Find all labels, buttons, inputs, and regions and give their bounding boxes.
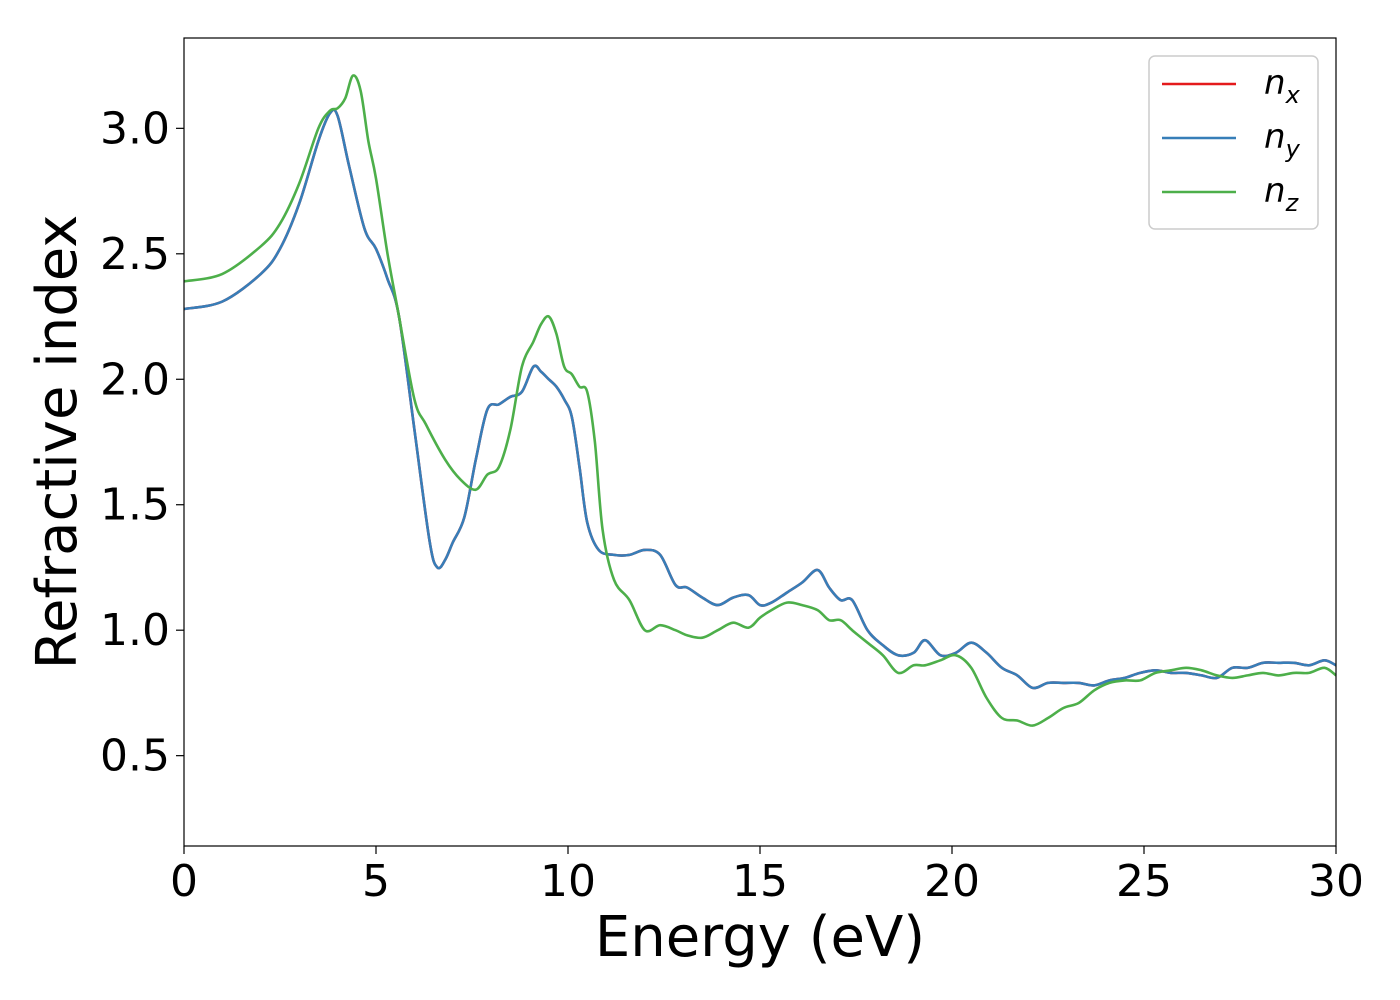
legend-label-subscript: x [1285, 81, 1301, 109]
x-tick-label: 20 [924, 856, 980, 907]
legend-label-subscript: y [1285, 135, 1301, 163]
legend-label-base: n [1264, 117, 1286, 157]
series-line-ny [183, 108, 1337, 690]
series-line-nz [183, 74, 1337, 727]
y-tick-label: 1.0 [100, 605, 170, 656]
x-tick-label: 15 [732, 856, 788, 907]
y-tick-label: 3.0 [100, 103, 170, 154]
x-tick-label: 30 [1308, 856, 1364, 907]
x-tick-label: 0 [170, 856, 198, 907]
y-tick-label: 1.5 [100, 480, 170, 531]
legend-label-nz: nz [1264, 171, 1300, 217]
x-axis: 0 5 10 15 20 25 30 [170, 846, 1364, 907]
legend-box [1148, 55, 1319, 230]
legend-label-base: n [1264, 63, 1286, 103]
legend-label-base: n [1264, 171, 1286, 211]
plot-lines [183, 74, 1337, 727]
legend-label-ny: ny [1264, 117, 1301, 163]
x-tick-label: 10 [540, 856, 596, 907]
x-tick-label: 5 [362, 856, 390, 907]
y-axis: 0.5 1.0 1.5 2.0 2.5 3.0 [100, 103, 184, 782]
legend-label-subscript: z [1285, 189, 1300, 217]
y-tick-label: 2.0 [100, 354, 170, 405]
y-axis-title: Refractive index [25, 215, 90, 670]
x-axis-title: Energy (eV) [595, 905, 925, 970]
x-tick-label: 25 [1116, 856, 1172, 907]
legend-label-nx: nx [1264, 63, 1301, 109]
y-tick-label: 2.5 [100, 229, 170, 280]
y-tick-label: 0.5 [100, 731, 170, 782]
